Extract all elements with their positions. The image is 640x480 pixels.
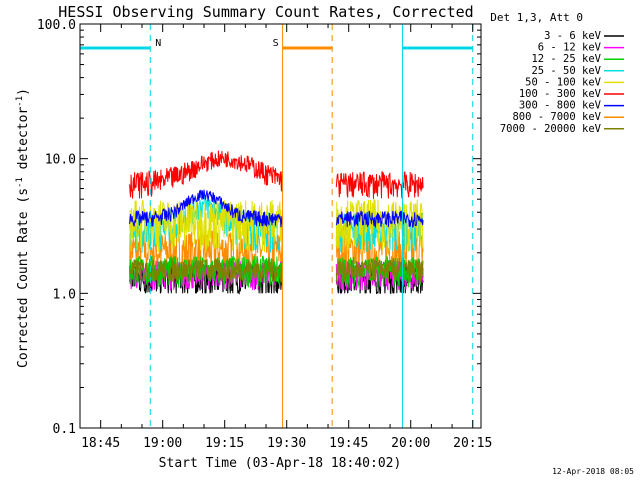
annotation-label: S	[273, 38, 279, 49]
legend-label: 100 - 300 keV	[519, 88, 602, 100]
plot-frame	[79, 23, 482, 429]
y-tick-label: 0.1	[53, 422, 76, 437]
x-tick-label: 19:15	[205, 436, 244, 451]
footer-timestamp: 12-Apr-2018 08:05	[552, 467, 634, 476]
x-tick-label: 20:15	[453, 436, 492, 451]
y-tick-label: 1.0	[53, 287, 76, 302]
series-line-4	[335, 199, 424, 253]
x-tick-label: 20:00	[391, 436, 430, 451]
x-tick-label: 18:45	[81, 436, 120, 451]
series-line-5	[129, 150, 283, 199]
legend-label: 6 - 12 keV	[538, 42, 602, 54]
series-line-2	[129, 255, 283, 288]
legend-title: Det 1,3, Att 0	[490, 11, 583, 24]
legend-label: 3 - 6 keV	[544, 30, 602, 42]
series-line-5	[335, 171, 424, 199]
chart-title: HESSI Observing Summary Count Rates, Cor…	[58, 3, 473, 21]
annotation-label: N	[155, 38, 161, 49]
series-line-6	[335, 210, 424, 229]
x-axis: 18:45 19:00 19:15 19:30 19:45 20:00 20:15	[79, 24, 492, 451]
x-tick-label: 19:00	[143, 436, 182, 451]
series-line-8	[129, 258, 283, 285]
legend-label: 7000 - 20000 keV	[500, 123, 602, 135]
legend-label: 25 - 50 keV	[531, 65, 601, 77]
series-line-6	[129, 189, 283, 228]
y-tick-label: 10.0	[45, 153, 76, 168]
series-line-4	[129, 199, 283, 253]
x-tick-label: 19:45	[329, 436, 368, 451]
y-axis-label: Corrected Count Rate (s-1 detector-1)	[15, 88, 31, 368]
series-line-8	[335, 258, 424, 283]
y-axis: 0.1 1.0 10.0 100.0	[37, 18, 481, 437]
x-axis-label: Start Time (03-Apr-18 18:40:02)	[159, 456, 402, 471]
legend-label: 300 - 800 keV	[519, 100, 602, 112]
x-tick-label: 19:30	[267, 436, 306, 451]
legend-label: 50 - 100 keV	[525, 76, 602, 88]
y-tick-label: 100.0	[37, 18, 76, 33]
legend-label: 800 - 7000 keV	[512, 111, 601, 123]
legend-label: 12 - 25 keV	[531, 53, 601, 65]
